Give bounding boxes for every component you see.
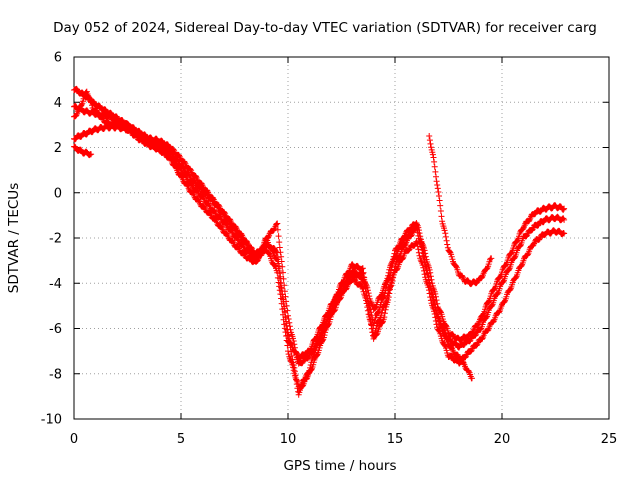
y-tick-label: 0 xyxy=(54,186,62,201)
plus-markers xyxy=(426,133,495,288)
series-4 xyxy=(71,88,420,398)
plus-markers xyxy=(71,143,95,159)
chart-title: Day 052 of 2024, Sidereal Day-to-day VTE… xyxy=(53,20,597,36)
y-tick-label: 4 xyxy=(54,96,62,111)
grid-lines xyxy=(74,57,609,419)
y-tick-label: -6 xyxy=(49,322,62,337)
x-tick-label: 5 xyxy=(177,432,185,447)
y-tick-label: -4 xyxy=(49,277,62,292)
x-tick-label: 15 xyxy=(387,432,404,447)
x-tick-label: 0 xyxy=(70,432,78,447)
x-tick-label: 20 xyxy=(494,432,511,447)
x-axis-label: GPS time / hours xyxy=(283,458,396,474)
plus-markers xyxy=(71,88,420,398)
series-5 xyxy=(71,143,95,159)
y-tick-label: -2 xyxy=(49,232,62,247)
x-axis-ticks: 0 5 10 15 20 25 xyxy=(70,57,617,447)
plus-markers xyxy=(417,236,475,382)
x-tick-label: 25 xyxy=(601,432,618,447)
series-6 xyxy=(426,133,495,288)
y-axis-label: SDTVAR / TECUs xyxy=(6,183,22,293)
x-tick-label: 10 xyxy=(280,432,297,447)
y-tick-label: 2 xyxy=(54,141,62,156)
y-tick-label: -8 xyxy=(49,367,62,382)
series-7 xyxy=(417,236,475,382)
y-tick-label: -10 xyxy=(41,413,62,428)
y-tick-label: 6 xyxy=(54,51,62,66)
y-axis-ticks: 6 4 2 0 -2 -4 -6 -8 -10 xyxy=(41,51,609,428)
data-points xyxy=(71,85,568,398)
